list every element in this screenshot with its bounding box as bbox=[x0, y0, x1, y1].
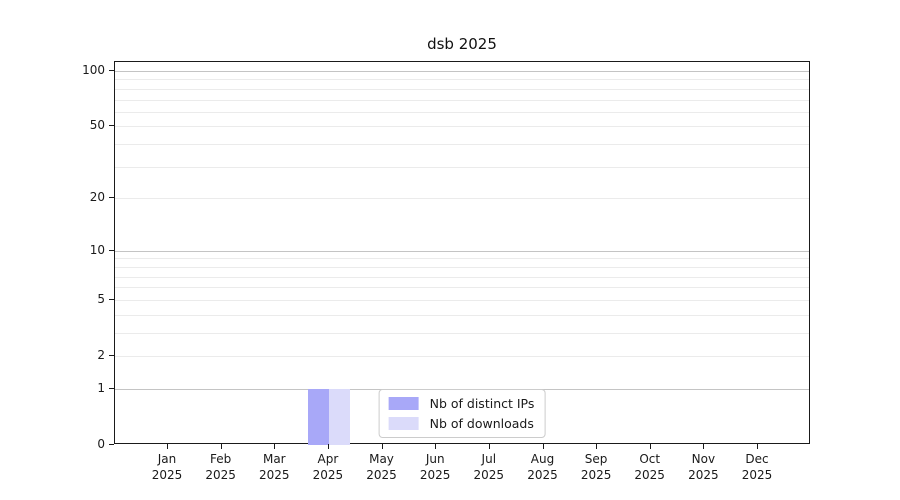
y-tick-label: 50 bbox=[89, 118, 105, 133]
legend-label-downloads: Nb of downloads bbox=[429, 416, 534, 431]
y-gridline-minor bbox=[115, 144, 809, 146]
legend-item-downloads: Nb of downloads bbox=[388, 416, 535, 431]
y-gridline-minor bbox=[115, 79, 809, 81]
y-gridline-minor bbox=[115, 299, 809, 301]
x-tick-year: 2025 bbox=[473, 468, 505, 482]
legend: Nb of distinct IPs Nb of downloads bbox=[378, 389, 546, 438]
legend-swatch-downloads bbox=[388, 417, 419, 430]
y-tick-label: 0 bbox=[97, 437, 105, 451]
x-tick-month: Mar bbox=[262, 452, 286, 466]
y-gridline-minor bbox=[115, 258, 809, 260]
x-tick-year: 2025 bbox=[151, 468, 183, 482]
x-tick-month: Dec bbox=[745, 452, 769, 466]
x-tick-year: 2025 bbox=[205, 468, 236, 482]
y-gridline-minor bbox=[115, 111, 809, 113]
x-tick-month: Sep bbox=[584, 452, 608, 466]
bar-downloads bbox=[328, 388, 351, 445]
x-tick-month: Feb bbox=[209, 452, 232, 466]
y-tick-mark bbox=[109, 444, 114, 445]
x-tick-mark bbox=[703, 444, 705, 449]
y-gridline-minor bbox=[115, 166, 809, 168]
x-tick-label: Jul 2025 bbox=[462, 451, 516, 483]
x-tick-mark bbox=[596, 444, 598, 449]
x-tick-year: 2025 bbox=[419, 468, 451, 482]
x-tick-label: Nov 2025 bbox=[676, 451, 730, 483]
x-tick-label: Feb 2025 bbox=[194, 451, 248, 483]
y-tick-mark bbox=[109, 298, 114, 300]
x-tick-mark bbox=[757, 444, 758, 449]
x-tick-label: Jun 2025 bbox=[408, 451, 462, 483]
y-tick-mark bbox=[109, 70, 114, 71]
x-tick-year: 2025 bbox=[741, 468, 773, 482]
x-tick-label: May 2025 bbox=[355, 451, 409, 483]
x-tick-mark bbox=[167, 444, 168, 449]
chart-title: dsb 2025 bbox=[427, 35, 497, 53]
x-tick-mark bbox=[542, 444, 544, 449]
y-gridline-minor bbox=[115, 99, 809, 101]
x-tick-year: 2025 bbox=[366, 468, 397, 482]
x-tick-month: Nov bbox=[691, 452, 716, 466]
x-tick-month: Jun bbox=[425, 452, 445, 466]
x-tick-label: Dec 2025 bbox=[730, 451, 784, 483]
y-gridline-minor bbox=[115, 287, 809, 289]
y-tick-mark bbox=[109, 355, 114, 356]
x-tick-month: May bbox=[369, 452, 394, 466]
x-tick-label: Sep 2025 bbox=[569, 451, 623, 483]
x-tick-mark bbox=[327, 444, 329, 449]
x-tick-mark bbox=[488, 444, 490, 449]
x-tick-year: 2025 bbox=[688, 468, 719, 482]
y-tick-mark bbox=[109, 249, 114, 251]
y-gridline-major bbox=[115, 71, 809, 72]
y-tick-mark bbox=[109, 125, 114, 127]
y-tick-label: 1 bbox=[97, 380, 105, 395]
x-tick-year: 2025 bbox=[580, 468, 612, 482]
x-tick-year: 2025 bbox=[527, 468, 558, 482]
legend-label-distinct-ips: Nb of distinct IPs bbox=[429, 396, 535, 411]
y-gridline-major bbox=[115, 250, 809, 252]
legend-swatch-distinct-ips bbox=[388, 397, 419, 410]
legend-item-distinct-ips: Nb of distinct IPs bbox=[388, 396, 535, 411]
x-tick-year: 2025 bbox=[634, 468, 665, 482]
x-tick-mark bbox=[274, 444, 276, 449]
y-tick-mark bbox=[109, 197, 114, 199]
x-tick-label: Oct 2025 bbox=[623, 451, 677, 483]
x-tick-mark bbox=[435, 444, 437, 449]
y-tick-mark bbox=[109, 387, 114, 389]
x-tick-label: Apr 2025 bbox=[301, 451, 355, 483]
x-tick-label: Aug 2025 bbox=[516, 451, 570, 483]
y-tick-label: 2 bbox=[97, 348, 105, 362]
x-tick-month: Jan bbox=[157, 452, 177, 466]
y-gridline-minor bbox=[115, 276, 809, 278]
x-tick-month: Jul bbox=[481, 452, 497, 466]
y-tick-label: 5 bbox=[97, 291, 105, 306]
x-tick-mark bbox=[649, 444, 651, 449]
x-tick-year: 2025 bbox=[312, 468, 344, 482]
y-gridline-minor bbox=[115, 314, 809, 316]
x-tick-mark bbox=[220, 444, 222, 449]
y-tick-label: 100 bbox=[82, 63, 105, 77]
y-gridline-minor bbox=[115, 332, 809, 334]
x-tick-label: Jan 2025 bbox=[140, 451, 194, 483]
plot-area: Nb of distinct IPs Nb of downloads bbox=[114, 61, 810, 445]
bar-distinct-ips bbox=[307, 388, 329, 445]
x-tick-mark bbox=[381, 444, 383, 449]
y-tick-label: 20 bbox=[89, 190, 105, 205]
y-gridline-minor bbox=[115, 126, 809, 128]
x-tick-year: 2025 bbox=[259, 468, 290, 482]
x-tick-month: Oct bbox=[639, 452, 661, 466]
x-tick-month: Aug bbox=[530, 452, 555, 466]
y-gridline-minor bbox=[115, 198, 809, 200]
y-gridline-minor bbox=[115, 266, 809, 268]
y-gridline-minor bbox=[115, 356, 809, 357]
x-tick-label: Mar 2025 bbox=[247, 451, 301, 483]
y-tick-label: 10 bbox=[89, 242, 105, 257]
x-tick-month: Apr bbox=[317, 452, 339, 466]
y-gridline-minor bbox=[115, 88, 809, 90]
